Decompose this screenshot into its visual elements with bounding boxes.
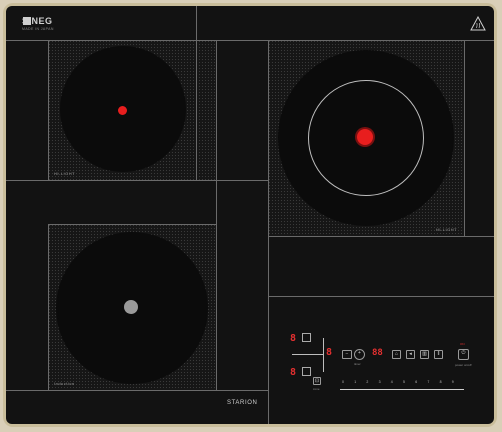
power-level-7[interactable]: 7 <box>427 380 430 384</box>
timer-display: 88 <box>372 348 383 358</box>
burner-top-right-inner-ring <box>308 80 424 196</box>
divider <box>268 296 494 297</box>
zone-display-top: 8 <box>290 333 297 344</box>
zone-label-top-right: HI-LIGHT <box>436 227 458 232</box>
divider <box>48 40 49 180</box>
zone-select-icon-bottom[interactable] <box>302 367 311 376</box>
divider <box>464 40 465 236</box>
power-level-3[interactable]: 3 <box>378 380 381 384</box>
hot-surface-warning-icon <box>470 15 486 32</box>
zone-select-key[interactable]: ⊡ <box>313 377 321 385</box>
burner-bottom-left-indicator <box>124 300 138 314</box>
divider <box>268 40 269 424</box>
minus-icon[interactable]: minus-icon− <box>342 350 352 359</box>
zone-selector-line <box>292 354 324 355</box>
power-slider-track[interactable] <box>340 389 464 390</box>
model-name: STARION <box>227 400 258 406</box>
divider <box>216 40 217 390</box>
power-level-8[interactable]: 8 <box>439 380 442 384</box>
power-level-1[interactable]: 1 <box>354 380 357 384</box>
power-level-5[interactable]: 5 <box>403 380 405 384</box>
divider <box>6 180 268 181</box>
divider <box>48 224 49 390</box>
brand-tagline: MADE IN JAPAN <box>22 27 54 31</box>
brand-name: SINEG <box>22 16 53 26</box>
divider <box>6 390 268 391</box>
power-level-6[interactable]: 6 <box>415 380 418 384</box>
zone-label: zone <box>313 387 320 391</box>
divider <box>196 40 197 180</box>
power-icon[interactable]: ⏻ <box>458 349 469 360</box>
timer-label: timer <box>354 362 361 366</box>
pause-icon[interactable]: ‖ <box>434 350 443 359</box>
power-level-2[interactable]: 2 <box>366 380 369 384</box>
divider <box>48 224 216 225</box>
power-level-4[interactable]: 4 <box>390 380 393 384</box>
zone-label-bottom-left: Induction <box>54 381 75 386</box>
boost-icon[interactable]: ◂ <box>406 350 415 359</box>
power-level-0[interactable]: 0 <box>342 380 344 384</box>
zone-display-bottom: 8 <box>290 367 297 378</box>
glass-cooktop: HI-LIGHT HI-LIGHT Induction SINEG MADE I… <box>6 6 494 424</box>
on-label: ON <box>460 342 465 346</box>
zone-display-center: 8 <box>326 347 333 358</box>
burner-top-left-indicator <box>118 106 127 115</box>
plus-icon[interactable]: + <box>354 349 365 360</box>
divider <box>6 40 494 41</box>
lock-icon[interactable]: ⌂ <box>392 350 401 359</box>
zone-selector-vertical <box>323 338 324 372</box>
keep-warm-icon[interactable]: ▥ <box>420 350 429 359</box>
divider <box>196 6 197 40</box>
power-label: power on/off <box>455 363 472 367</box>
power-level-9[interactable]: 9 <box>451 380 454 384</box>
burner-top-right-indicator <box>357 129 373 145</box>
zone-select-icon[interactable] <box>302 333 311 342</box>
divider <box>268 236 494 237</box>
brand-logo <box>23 17 31 25</box>
zone-label-top-left: HI-LIGHT <box>54 171 76 176</box>
